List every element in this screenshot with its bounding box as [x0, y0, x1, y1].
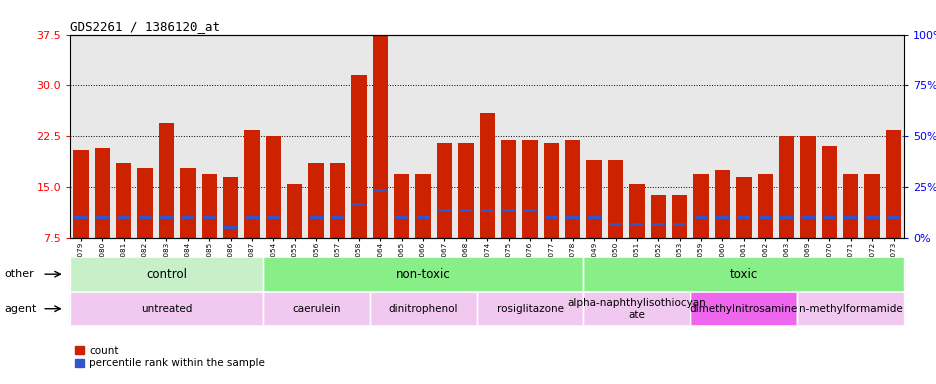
Bar [799, 136, 815, 238]
Bar [587, 216, 600, 219]
Bar [395, 216, 408, 219]
Text: toxic: toxic [729, 268, 757, 281]
Bar [480, 209, 493, 212]
Text: non-toxic: non-toxic [395, 268, 450, 281]
Bar [650, 195, 665, 238]
Bar [715, 216, 728, 219]
Bar [351, 75, 366, 238]
Bar [73, 150, 89, 238]
Bar [714, 170, 729, 238]
Bar [182, 216, 194, 219]
Bar [502, 209, 515, 212]
Bar [608, 223, 622, 226]
Bar [523, 209, 536, 212]
Bar [821, 147, 836, 238]
Bar [501, 140, 516, 238]
Text: n-methylformamide: n-methylformamide [798, 304, 901, 314]
Bar [458, 143, 473, 238]
Text: rosiglitazone: rosiglitazone [496, 304, 563, 314]
Bar [95, 148, 110, 238]
Bar [415, 174, 431, 238]
Bar [158, 123, 174, 238]
Bar [373, 189, 387, 192]
Bar [394, 174, 409, 238]
Bar [737, 216, 750, 219]
Bar [417, 216, 430, 219]
Bar [544, 216, 557, 219]
Bar [521, 140, 537, 238]
Bar [800, 216, 813, 219]
Text: GDS2261 / 1386120_at: GDS2261 / 1386120_at [70, 20, 220, 33]
Bar [288, 237, 301, 240]
Bar [564, 140, 579, 238]
Bar [543, 143, 559, 238]
Bar [330, 216, 344, 219]
Bar [736, 177, 751, 238]
Bar [756, 174, 772, 238]
Bar [778, 136, 794, 238]
Text: control: control [146, 268, 187, 281]
Bar [886, 216, 899, 219]
Bar [693, 174, 708, 238]
Bar [842, 174, 857, 238]
Bar [180, 168, 196, 238]
Bar [885, 129, 900, 238]
Bar [607, 160, 622, 238]
Bar [565, 216, 578, 219]
Bar [629, 184, 644, 238]
Bar [479, 113, 494, 238]
Bar [309, 216, 322, 219]
Bar [266, 136, 281, 238]
Text: other: other [5, 269, 35, 279]
Bar [223, 177, 238, 238]
Bar [373, 35, 388, 238]
Bar [224, 227, 237, 229]
Text: agent: agent [5, 304, 37, 314]
Bar [437, 209, 450, 212]
Bar [202, 216, 215, 219]
Bar [286, 184, 302, 238]
Bar [865, 216, 878, 219]
Bar [201, 174, 217, 238]
Bar [74, 216, 87, 219]
Bar [694, 216, 707, 219]
Text: dimethylnitrosamine: dimethylnitrosamine [689, 304, 797, 314]
Bar [671, 195, 687, 238]
Bar [117, 216, 130, 219]
Bar [308, 164, 324, 238]
Text: caerulein: caerulein [292, 304, 340, 314]
Bar [758, 216, 771, 219]
Bar [244, 129, 259, 238]
Bar [245, 216, 258, 219]
Bar [95, 216, 109, 219]
Legend: count, percentile rank within the sample: count, percentile rank within the sample [76, 346, 265, 368]
Bar [843, 216, 856, 219]
Bar [651, 223, 665, 226]
Bar [139, 216, 152, 219]
Bar [586, 160, 601, 238]
Bar [116, 164, 131, 238]
Bar [459, 209, 472, 212]
Text: untreated: untreated [140, 304, 192, 314]
Bar [329, 164, 344, 238]
Bar [822, 216, 835, 219]
Bar [780, 216, 792, 219]
Bar [160, 216, 173, 219]
Bar [138, 168, 153, 238]
Bar [267, 216, 280, 219]
Text: alpha-naphthylisothiocyan
ate: alpha-naphthylisothiocyan ate [567, 298, 706, 319]
Bar [352, 203, 365, 206]
Bar [672, 223, 685, 226]
Text: dinitrophenol: dinitrophenol [388, 304, 458, 314]
Bar [436, 143, 452, 238]
Bar [864, 174, 879, 238]
Bar [630, 223, 643, 226]
